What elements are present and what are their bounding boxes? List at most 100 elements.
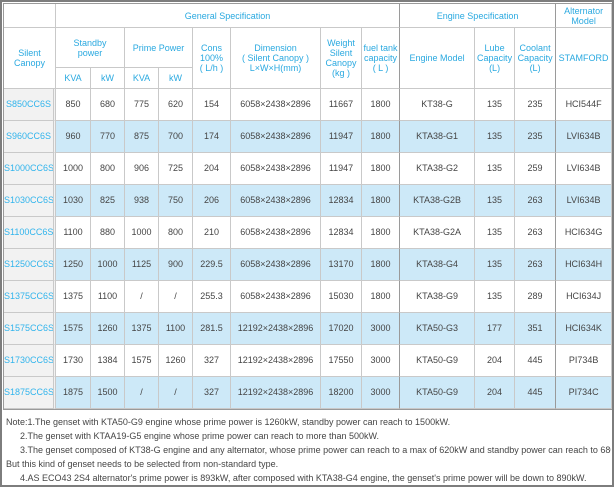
cell-standby-kw: 770 xyxy=(91,121,125,153)
cell-standby-kw: 1260 xyxy=(91,313,125,345)
cell-prime-kva: / xyxy=(125,281,159,313)
cell-engine-model: KTA38-G2A xyxy=(399,217,476,249)
model-link[interactable]: S1250CC6S xyxy=(4,249,56,281)
cell-standby-kw: 880 xyxy=(91,217,125,249)
cell-prime-kw: 700 xyxy=(159,121,193,153)
cell-fuel-tank-capacity: 1800 xyxy=(362,249,400,281)
model-link[interactable]: S960CC6S xyxy=(4,121,56,153)
header-standby-kva: KVA xyxy=(56,68,91,89)
header-coolant-capacity: Coolant Capacity (L) xyxy=(515,28,556,89)
cell-standby-kw: 1100 xyxy=(91,281,125,313)
notes-section: Note:1.The genset with KTA50-G9 engine w… xyxy=(3,410,611,485)
cell-dimension: 6058×2438×2896 xyxy=(231,89,321,121)
cell-prime-kva: 906 xyxy=(125,153,159,185)
model-link[interactable]: S1730CC6S xyxy=(4,345,56,377)
model-link[interactable]: S1575CC6S xyxy=(4,313,56,345)
cell-cons-100: 327 xyxy=(193,377,231,409)
cell-coolant-capacity: 289 xyxy=(515,281,556,313)
cell-standby-kva: 1375 xyxy=(56,281,91,313)
table-row: S1100CC6S 1100 880 1000 800 210 6058×2438×2896… xyxy=(4,217,612,249)
table-row: S1250CC6S 1250 1000 1125 900 229.5 6058×2438×2… xyxy=(4,249,612,281)
cell-prime-kva: 775 xyxy=(125,89,159,121)
header-weight: Weight Silent Canopy (kg ) xyxy=(321,28,362,89)
cell-fuel-tank-capacity: 1800 xyxy=(362,153,400,185)
cell-engine-model: KT38-G xyxy=(399,89,476,121)
cell-standby-kva: 850 xyxy=(56,89,91,121)
cell-lube-capacity: 135 xyxy=(475,249,516,281)
cell-lube-capacity: 135 xyxy=(475,281,516,313)
table-row: S1875CC6S 1875 1500//327 12192×2438×2896 182… xyxy=(4,377,612,409)
cell-cons-100: 255.3 xyxy=(193,281,231,313)
cell-fuel-tank-capacity: 1800 xyxy=(362,89,400,121)
cell-prime-kw: 1260 xyxy=(159,345,193,377)
cell-prime-kva: 1375 xyxy=(125,313,159,345)
table-row: S1000CC6S 1000 800 906 725 204 6058×2438×2896 1… xyxy=(4,153,612,185)
model-link[interactable]: S1375CC6S xyxy=(4,281,56,313)
cell-dimension: 6058×2438×2896 xyxy=(231,249,321,281)
cell-lube-capacity: 204 xyxy=(475,345,516,377)
cell-coolant-capacity: 445 xyxy=(515,345,556,377)
model-link[interactable]: S1875CC6S xyxy=(4,377,56,409)
header-standby-kw: kW xyxy=(91,68,125,89)
cell-standby-kva: 1100 xyxy=(56,217,91,249)
cell-alternator-stamford: LVI634B xyxy=(555,153,612,185)
cell-weight: 11667 xyxy=(321,89,362,121)
cell-weight: 18200 xyxy=(321,377,362,409)
cell-engine-model: KTA38-G2 xyxy=(399,153,476,185)
cell-prime-kva: / xyxy=(125,377,159,409)
cell-cons-100: 327 xyxy=(193,345,231,377)
cell-lube-capacity: 135 xyxy=(475,121,516,153)
model-link[interactable]: S1030CC6S xyxy=(4,185,56,217)
header-dimension: Dimension ( Silent Canopy ) L×W×H(mm) xyxy=(231,28,321,89)
header-engine-model: Engine Model xyxy=(399,28,476,89)
cell-dimension: 6058×2438×2896 xyxy=(231,217,321,249)
cell-dimension: 6058×2438×2896 xyxy=(231,153,321,185)
cell-standby-kw: 1500 xyxy=(91,377,125,409)
cell-fuel-tank-capacity: 1800 xyxy=(362,217,400,249)
cell-alternator-stamford: HCI634K xyxy=(555,313,612,345)
cell-engine-model: KTA50-G9 xyxy=(399,377,476,409)
cell-fuel-tank-capacity: 3000 xyxy=(362,377,400,409)
cell-lube-capacity: 135 xyxy=(475,185,516,217)
cell-coolant-capacity: 445 xyxy=(515,377,556,409)
cell-alternator-stamford: LVI634B xyxy=(555,185,612,217)
cell-prime-kw: 800 xyxy=(159,217,193,249)
cell-cons-100: 206 xyxy=(193,185,231,217)
corner-cell xyxy=(4,4,56,28)
table-row: S960CC6S 960 770 875 700 174 6058×2438×2896 119… xyxy=(4,121,612,153)
header-prime-kva: KVA xyxy=(125,68,159,89)
model-link[interactable]: S1100CC6S xyxy=(4,217,56,249)
header-group-row: Silent Canopy Standby power Prime Power … xyxy=(4,28,612,89)
note-line: But this kind of genset needs to be sele… xyxy=(6,459,279,469)
header-standby-power: Standby power xyxy=(56,28,125,68)
cell-coolant-capacity: 259 xyxy=(515,153,556,185)
cell-coolant-capacity: 263 xyxy=(515,185,556,217)
model-link[interactable]: S1000CC6S xyxy=(4,153,56,185)
header-lube-capacity: Lube Capacity (L) xyxy=(475,28,516,89)
cell-lube-capacity: 135 xyxy=(475,89,516,121)
table-row: S1575CC6S 1575 1260 1375 1100 281.5 12192×2438… xyxy=(4,313,612,345)
cell-engine-model: KTA50-G9 xyxy=(399,345,476,377)
cell-cons-100: 281.5 xyxy=(193,313,231,345)
cell-prime-kva: 1575 xyxy=(125,345,159,377)
model-link[interactable]: S850CC6S xyxy=(4,89,56,121)
section-engine-specification: Engine Specification xyxy=(399,4,556,28)
cell-lube-capacity: 177 xyxy=(475,313,516,345)
cell-dimension: 6058×2438×2896 xyxy=(231,185,321,217)
cell-weight: 13170 xyxy=(321,249,362,281)
cell-dimension: 6058×2438×2896 xyxy=(231,121,321,153)
cell-coolant-capacity: 235 xyxy=(515,121,556,153)
cell-standby-kva: 960 xyxy=(56,121,91,153)
cell-standby-kva: 1030 xyxy=(56,185,91,217)
cell-alternator-stamford: HCI634G xyxy=(555,217,612,249)
cell-standby-kw: 680 xyxy=(91,89,125,121)
spec-table: General Specification Engine Specificati… xyxy=(3,3,612,410)
table-row: S850CC6S 850 680 775 620 154 6058×2438×2896 116… xyxy=(4,89,612,121)
cell-dimension: 12192×2438×2896 xyxy=(231,345,321,377)
cell-prime-kw: 1100 xyxy=(159,313,193,345)
cell-prime-kw: 900 xyxy=(159,249,193,281)
cell-prime-kva: 938 xyxy=(125,185,159,217)
cell-fuel-tank-capacity: 1800 xyxy=(362,281,400,313)
cell-standby-kw: 825 xyxy=(91,185,125,217)
cell-standby-kva: 1250 xyxy=(56,249,91,281)
